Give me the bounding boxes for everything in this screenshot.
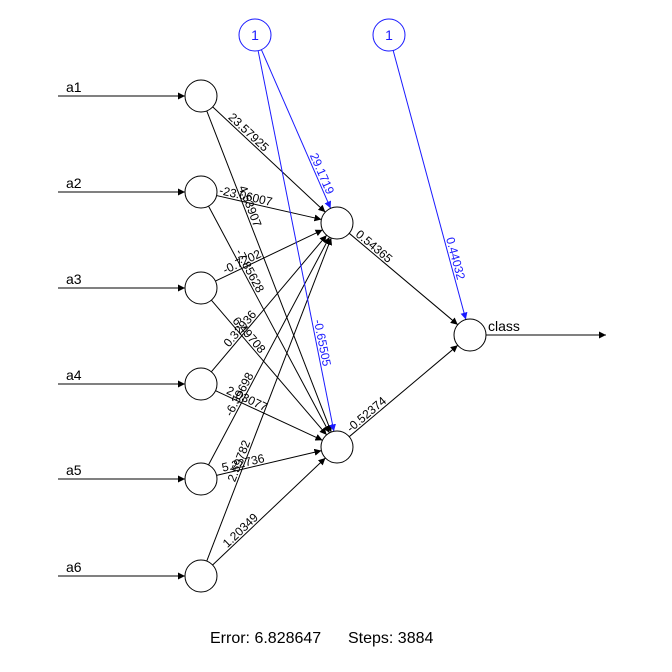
edge-a3-h1 [215,229,323,282]
bias-weight-label-output: 0.44032 [443,236,468,282]
input-node-a2 [184,175,218,209]
edge-a5-h1 [208,236,330,466]
input-label-a3: a3 [66,271,82,287]
hidden-node-h1 [320,206,354,240]
bias-node-label-b2: 1 [385,27,393,43]
edge-a6-h2 [212,457,326,566]
input-node-a3 [184,271,218,305]
input-label-a4: a4 [66,367,82,383]
edge-a2-h1 [216,195,322,222]
input-node-a4 [184,367,218,401]
output-label: class [488,318,520,334]
edges-layer [58,49,606,580]
input-label-a5: a5 [66,462,82,478]
edge-a2-h2 [208,205,330,434]
bias-edge-output [392,50,468,320]
weight-label-a6-h2: 1.20349 [220,510,261,550]
weight-label-a1-h1: 23.57925 [226,110,272,155]
edge-h2-output [348,344,459,438]
weight-label-h2-output: -0.52374 [344,394,390,435]
edge-a3-h2 [211,299,327,436]
steps-label: Steps: 3884 [348,630,434,647]
output-node [453,318,487,352]
bias-weight-label-h2: -0.65505 [311,318,334,368]
weight-labels-layer: a1a2a3a4a5a623.579254.53907-23.06007-7.8… [66,79,520,575]
edge-a1-h2 [206,110,332,433]
bias-node-b1 [238,18,272,52]
hidden-node-h2 [320,430,354,464]
input-label-a1: a1 [66,79,82,95]
bias-node-b2 [372,18,406,52]
bias-weight-label-h1: 29.1719 [307,151,337,197]
input-node-a5 [184,462,218,496]
edge-a4-h1 [210,234,328,373]
error-label: Error: 6.828647 [210,630,321,647]
bias-edge-h1 [260,49,332,209]
input-label-a6: a6 [66,559,82,575]
weight-label-h1-output: 0.54365 [353,227,395,266]
bias-node-label-b1: 1 [251,27,259,43]
bias-edge-h2 [257,50,336,432]
edge-a5-h2 [216,448,322,476]
input-label-a2: a2 [66,175,82,191]
input-node-a1 [184,79,218,113]
edge-a6-h1 [206,237,332,562]
input-node-a6 [184,559,218,593]
edge-a1-h1 [212,106,326,213]
edge-a4-h2 [215,390,323,441]
edge-h1-output [348,232,459,326]
